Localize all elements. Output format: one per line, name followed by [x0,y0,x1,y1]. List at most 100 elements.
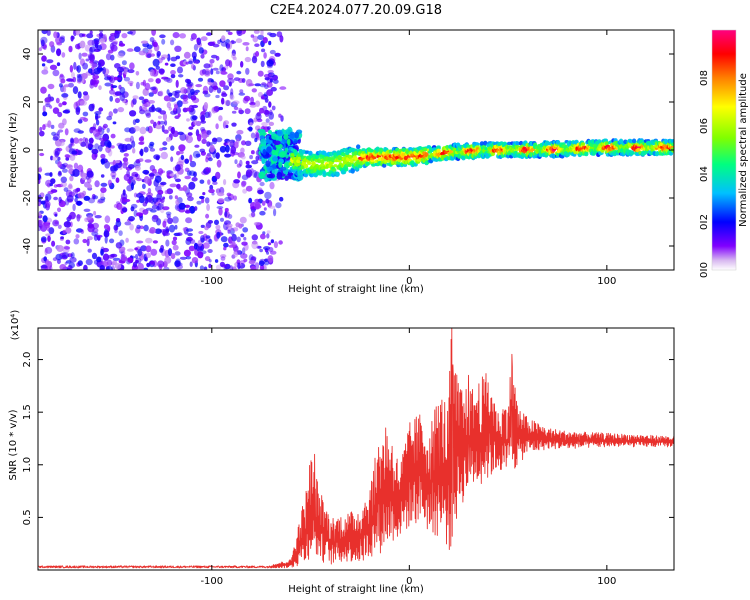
snr-y-tick-label: 1.5 [22,404,33,420]
noise-cell [118,43,126,47]
noise-cell [140,40,149,44]
noise-cell [187,196,194,202]
spectrogram-y-tick-label: 0 [22,147,33,153]
noise-cell [83,208,91,212]
noise-cell [38,166,43,173]
noise-cell [170,74,176,79]
noise-cell [114,30,122,35]
tone-cell [629,150,635,156]
noise-cell [199,148,206,153]
noise-cell [57,207,61,213]
noise-cell [131,140,136,148]
noise-cell [78,52,82,60]
noise-cell [146,44,153,50]
noise-cell [49,64,58,71]
noise-cell [176,262,183,267]
noise-cell [152,240,158,244]
noise-cell [100,174,105,178]
noise-cell [145,237,153,244]
noise-cell [170,110,178,115]
noise-cell [164,119,168,126]
noise-cell [177,66,183,74]
tone-cell [423,147,428,152]
noise-cell [65,239,71,245]
noise-cell [245,46,249,52]
snr-y-axis-label: SNR (10 * v/v) [8,409,19,480]
noise-cell [214,219,219,225]
noise-cell [242,188,248,194]
noise-cell [135,118,140,124]
noise-cell [208,188,215,194]
noise-cell [47,83,55,90]
noise-cell [225,144,230,153]
noise-cell [262,37,268,44]
noise-cell [149,141,155,147]
tone-cell [574,139,579,144]
noise-cell [220,70,227,75]
noise-cell [273,208,277,217]
noise-cell [172,90,178,96]
noise-cell [139,126,147,135]
noise-cell [60,78,66,84]
noise-cell [257,189,264,195]
onset-cell [297,173,304,181]
noise-cell [70,78,74,83]
noise-cell [41,30,48,35]
noise-cell [148,92,154,97]
noise-cell [182,94,189,102]
noise-cell [215,264,221,270]
noise-cell [152,215,159,220]
tone-cell [424,152,429,157]
tone-cell [555,140,561,145]
noise-cell [58,83,63,88]
noise-cell [174,104,178,109]
noise-cell [202,242,210,249]
noise-cell [228,244,236,248]
onset-cell [266,174,274,179]
noise-cell [76,65,82,73]
noise-cell [211,192,215,196]
noise-cell [131,171,139,177]
noise-cell [264,84,269,90]
noise-cell [39,126,43,132]
noise-cell [79,100,87,106]
noise-cell [233,77,241,81]
tone-cell [401,147,406,152]
noise-cell [250,132,256,139]
noise-cell [162,141,168,146]
noise-cell [61,252,70,259]
noise-cell [214,259,219,263]
noise-cell [268,101,272,108]
noise-cell [234,159,238,165]
colorbar-label: Normalized spectral amplitude [738,73,749,227]
spectrogram-y-tick-label: -40 [22,238,33,254]
noise-cell [229,265,234,270]
noise-cell [73,101,79,110]
tone-cell [333,164,338,168]
noise-cell [259,107,264,114]
noise-cell [229,94,235,101]
snr-y-tick-label: 2.0 [22,352,33,368]
noise-cell [54,147,61,156]
noise-cell [261,95,265,100]
noise-cell [40,39,45,47]
noise-cell [145,112,151,118]
noise-cell [245,185,253,192]
colorbar-ticks: 0.0 0.2 0.4 0.6 0.8 [699,70,710,278]
noise-cell [137,263,144,270]
noise-cell [51,240,56,247]
noise-cell [172,31,180,39]
noise-cell [168,195,173,200]
noise-cell [253,30,260,34]
noise-cell [236,138,240,144]
noise-cell [217,198,225,204]
noise-cell [248,197,253,204]
noise-cell [77,43,81,50]
noise-cell [38,212,42,216]
noise-cell [68,45,73,53]
noise-cell [132,147,136,154]
noise-cell [116,202,123,210]
tone-cell [337,155,342,159]
noise-cell [128,176,134,180]
noise-cell [227,78,235,84]
